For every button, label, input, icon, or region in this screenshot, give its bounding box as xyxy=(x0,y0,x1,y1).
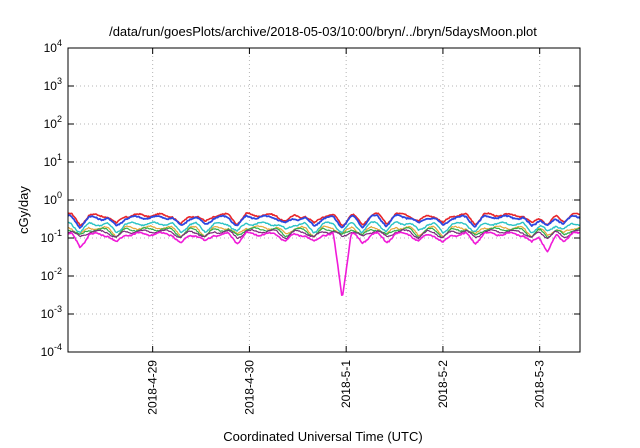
y-tick-exponent: -4 xyxy=(54,342,62,352)
series-line-6 xyxy=(67,228,581,240)
y-tick-label: 104 xyxy=(44,38,62,55)
y-tick-base: 10 xyxy=(44,193,58,207)
y-tick-exponent: 0 xyxy=(57,190,62,200)
grid xyxy=(68,48,580,352)
y-tick-base: 10 xyxy=(44,117,58,131)
series-line-3 xyxy=(67,220,581,234)
chart-title: /data/run/goesPlots/archive/2018-05-03/1… xyxy=(109,24,537,39)
y-tick-exponent: -1 xyxy=(54,228,62,238)
y-tick-label: 102 xyxy=(44,114,62,131)
y-tick-label: 103 xyxy=(44,76,62,93)
y-tick-base: 10 xyxy=(41,345,55,359)
y-tick-exponent: 1 xyxy=(57,152,62,162)
x-tick-label: 2018-5-3 xyxy=(533,360,547,408)
y-tick-label: 10-2 xyxy=(41,266,62,283)
x-tick-label: 2018-4-30 xyxy=(242,360,256,415)
y-tick-exponent: 2 xyxy=(57,114,62,124)
y-tick-base: 10 xyxy=(44,79,58,93)
series-group xyxy=(67,212,581,297)
series-line-7 xyxy=(67,231,581,297)
y-tick-base: 10 xyxy=(41,231,55,245)
y-tick-base: 10 xyxy=(41,307,55,321)
x-tick-label: 2018-5-1 xyxy=(339,360,353,408)
y-tick-exponent: 4 xyxy=(57,38,62,48)
y-tick-exponent: -3 xyxy=(54,304,62,314)
y-tick-label: 100 xyxy=(44,190,62,207)
x-axis: 2018-4-29 2018-4-30 2018-5-1 2018-5-2 2018-5… xyxy=(146,48,547,415)
y-tick-base: 10 xyxy=(41,269,55,283)
x-axis-label: Coordinated Universal Time (UTC) xyxy=(223,429,422,444)
series-line-2 xyxy=(67,213,581,229)
y-axis-label: cGy/day xyxy=(16,186,31,234)
y-tick-label: 10-3 xyxy=(41,304,62,321)
series-line-4 xyxy=(67,225,581,239)
y-tick-exponent: -2 xyxy=(54,266,62,276)
y-tick-label: 10-4 xyxy=(41,342,62,359)
x-tick-label: 2018-4-29 xyxy=(146,360,160,415)
y-tick-label: 10-1 xyxy=(41,228,62,245)
y-tick-base: 10 xyxy=(44,155,58,169)
x-tick-label: 2018-5-2 xyxy=(436,360,450,408)
series-line-5 xyxy=(67,226,581,239)
y-tick-exponent: 3 xyxy=(57,76,62,86)
y-tick-base: 10 xyxy=(44,41,58,55)
y-tick-label: 101 xyxy=(44,152,62,169)
